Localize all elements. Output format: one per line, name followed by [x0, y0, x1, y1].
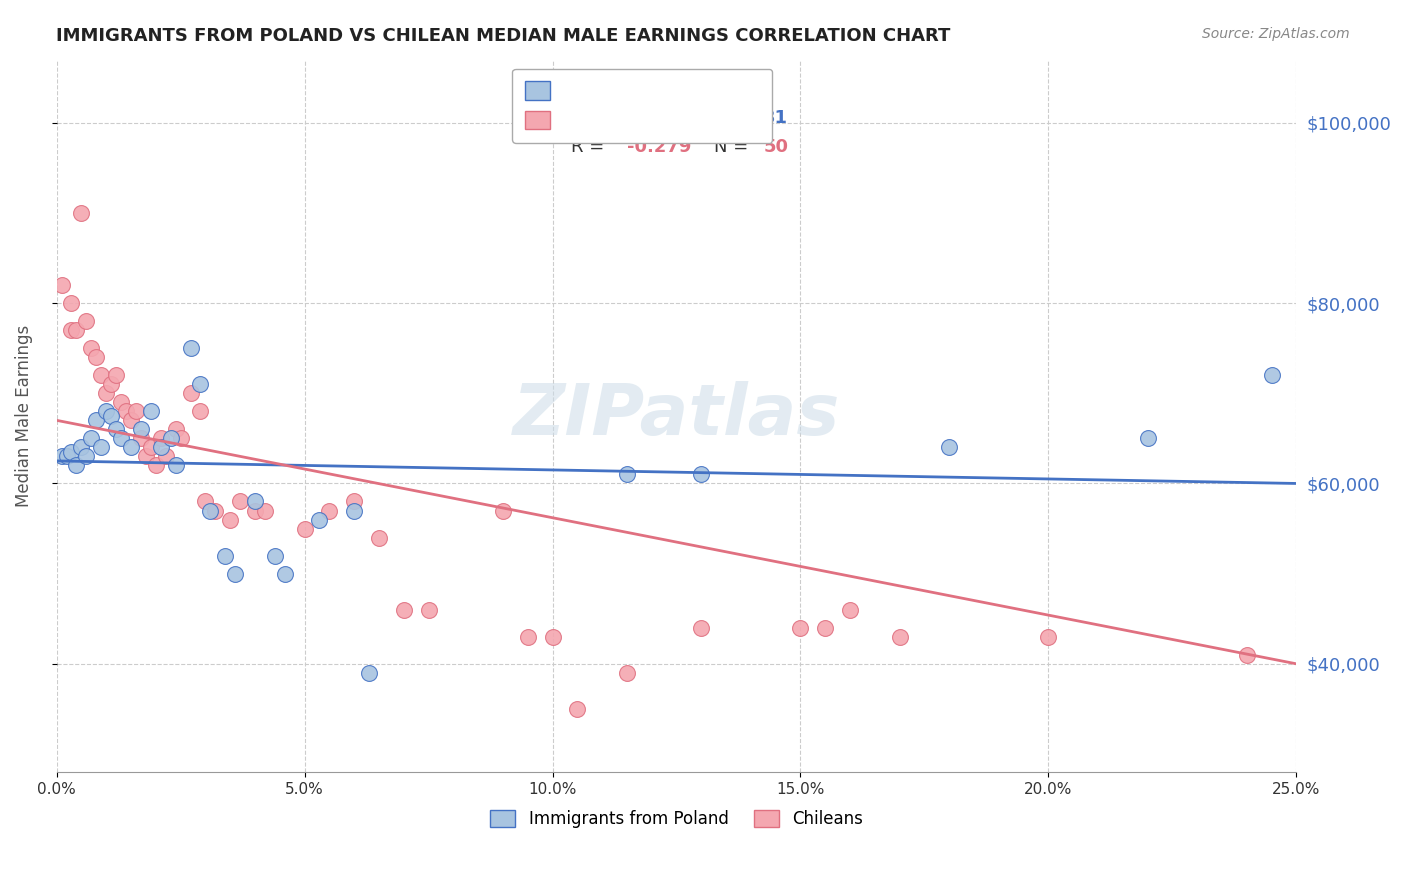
Point — [139, 441, 162, 455]
Point — [204, 503, 226, 517]
Point — [200, 503, 222, 517]
Point — [343, 494, 366, 508]
Point — [65, 458, 87, 473]
Point — [115, 404, 138, 418]
Point — [392, 603, 415, 617]
Text: -0.279: -0.279 — [627, 138, 692, 156]
Point — [96, 404, 118, 418]
Point — [90, 368, 112, 383]
Point — [110, 431, 132, 445]
Point — [125, 404, 148, 418]
Point — [159, 431, 181, 445]
Point — [179, 386, 201, 401]
Point — [690, 621, 713, 635]
Point — [165, 458, 187, 473]
Point — [84, 350, 107, 364]
Point — [129, 422, 152, 436]
Text: IMMIGRANTS FROM POLAND VS CHILEAN MEDIAN MALE EARNINGS CORRELATION CHART: IMMIGRANTS FROM POLAND VS CHILEAN MEDIAN… — [56, 27, 950, 45]
Point — [318, 503, 340, 517]
Point — [60, 445, 83, 459]
Point — [129, 431, 152, 445]
Point — [1260, 368, 1282, 383]
Point — [120, 441, 142, 455]
Text: 31: 31 — [763, 109, 789, 127]
Point — [889, 630, 911, 644]
Point — [357, 665, 380, 680]
Point — [243, 503, 266, 517]
Point — [179, 341, 201, 355]
Point — [418, 603, 440, 617]
Text: -0.013: -0.013 — [627, 109, 692, 127]
Point — [190, 377, 212, 392]
Point — [155, 450, 177, 464]
Point — [789, 621, 811, 635]
Point — [616, 665, 638, 680]
Point — [149, 441, 172, 455]
Point — [253, 503, 276, 517]
Text: R =: R = — [571, 138, 610, 156]
Point — [70, 206, 93, 220]
Point — [75, 450, 97, 464]
Point — [274, 566, 297, 581]
Point — [938, 441, 960, 455]
Point — [214, 549, 236, 563]
Point — [243, 494, 266, 508]
Text: N =: N = — [714, 138, 754, 156]
Point — [84, 413, 107, 427]
Point — [165, 422, 187, 436]
Point — [135, 450, 157, 464]
Point — [229, 494, 252, 508]
Point — [90, 441, 112, 455]
Point — [65, 323, 87, 337]
Point — [149, 431, 172, 445]
Y-axis label: Median Male Earnings: Median Male Earnings — [15, 325, 32, 507]
Point — [96, 386, 118, 401]
Point — [492, 503, 515, 517]
Point — [263, 549, 285, 563]
Point — [80, 341, 103, 355]
Point — [690, 467, 713, 482]
Point — [169, 431, 191, 445]
Point — [51, 450, 73, 464]
Point — [110, 395, 132, 409]
Point — [190, 404, 212, 418]
Point — [368, 531, 391, 545]
Point — [120, 413, 142, 427]
Point — [219, 512, 242, 526]
Point — [567, 702, 589, 716]
Text: N =: N = — [714, 109, 754, 127]
Point — [60, 296, 83, 310]
Text: ZIPatlas: ZIPatlas — [513, 381, 841, 450]
Point — [145, 458, 167, 473]
Point — [51, 278, 73, 293]
Point — [343, 503, 366, 517]
Point — [839, 603, 862, 617]
Text: 50: 50 — [763, 138, 789, 156]
Legend: Immigrants from Poland, Chileans: Immigrants from Poland, Chileans — [484, 804, 869, 835]
Point — [105, 368, 128, 383]
Point — [814, 621, 837, 635]
Point — [1236, 648, 1258, 662]
Point — [308, 512, 330, 526]
Point — [100, 409, 122, 423]
Point — [1038, 630, 1060, 644]
Point — [105, 422, 128, 436]
Point — [100, 377, 122, 392]
Point — [139, 404, 162, 418]
Point — [516, 630, 538, 644]
Point — [75, 314, 97, 328]
Point — [70, 441, 93, 455]
Text: Source: ZipAtlas.com: Source: ZipAtlas.com — [1202, 27, 1350, 41]
Point — [80, 431, 103, 445]
Point — [224, 566, 246, 581]
Point — [55, 450, 77, 464]
Point — [616, 467, 638, 482]
Point — [294, 522, 316, 536]
Point — [194, 494, 217, 508]
Point — [60, 323, 83, 337]
Point — [541, 630, 564, 644]
Text: R =: R = — [571, 109, 610, 127]
Point — [1136, 431, 1159, 445]
